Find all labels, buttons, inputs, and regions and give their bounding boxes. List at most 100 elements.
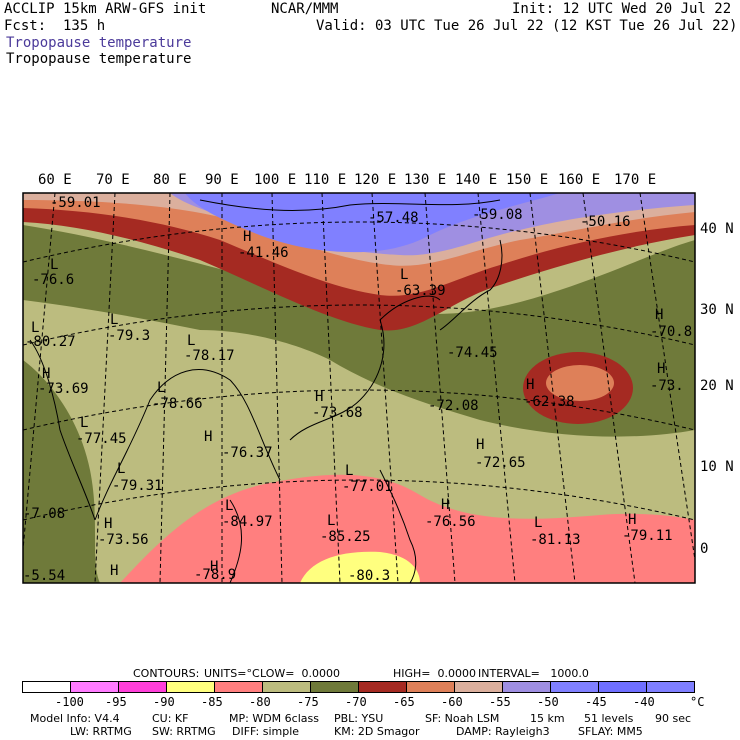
graticule [23,193,695,583]
map-marker: L [80,415,89,431]
map-marker: H [104,516,113,532]
map-value-label: -73. [650,378,684,394]
units-label: UNITS=°C [204,667,260,680]
sflay-info: SFLAY: MM5 [578,725,643,738]
levels-info: 51 levels [584,712,634,725]
map-value-label: -73.69 [38,381,89,397]
map-marker: H [110,563,119,579]
map-marker: H [315,389,324,405]
colorbar-swatch [454,681,503,693]
lw-info: LW: RRTMG [70,725,132,738]
lon-label: 170 E [614,172,657,188]
map-value-label: -72.65 [475,455,526,471]
mp-info: MP: WDM 6class [229,712,319,725]
timestep-info: 90 sec [655,712,692,725]
map-value-label: -5.54 [23,568,66,584]
colorbar-swatch [70,681,119,693]
map-marker: H [476,437,485,453]
map-frame [22,192,696,584]
lon-label: 130 E [404,172,447,188]
map-marker: L [110,312,119,328]
pbl-info: PBL: YSU [334,712,384,725]
colorbar-swatch [598,681,647,693]
map-value-label: -59.01 [50,195,101,211]
colorbar-swatch [118,681,167,693]
contours-label: CONTOURS: [133,667,200,680]
colorbar-swatch [406,681,455,693]
high-label: HIGH= 0.0000 [393,667,477,680]
lat-label: 40 N [700,221,734,237]
map-marker: L [345,463,354,479]
lat-label: 30 N [700,302,734,318]
cu-info: CU: KF [152,712,189,725]
map-marker: L [50,257,59,273]
coastlines [29,199,503,583]
colorbar-swatch [550,681,599,693]
colorbar-label: -55 [489,695,511,709]
map-marker: L [327,513,336,529]
map-marker: H [655,307,664,323]
map-value-label: -57.48 [368,210,419,226]
band-blue-core [185,193,560,253]
lon-label: 70 E [96,172,130,188]
colorbar-label: -85 [201,695,223,709]
colorbar-label: -75 [297,695,319,709]
colorbar-swatch [214,681,263,693]
map-value-label: -85.25 [320,529,371,545]
map-value-label: -76.56 [425,514,476,530]
map-marker: L [117,461,126,477]
map-value-label: -78.9 [194,567,237,583]
lat-label: 20 N [700,378,734,394]
resolution-info: 15 km [530,712,565,725]
map-marker: H [204,429,213,445]
colorbar-label: -45 [585,695,607,709]
map-value-label: -70.8 [650,324,693,340]
field-title-primary: Tropopause temperature [6,35,192,51]
map-value-label: -81.13 [530,532,581,548]
band-olive-west [23,360,100,583]
lon-label: 140 E [455,172,498,188]
colorbar-unit-label: °C [690,695,705,709]
map-value-label: -79.31 [112,478,163,494]
map-value-label: -59.08 [472,207,523,223]
map-marker: L [187,333,196,349]
map-value-label: -80.3 [348,568,391,584]
model-info: Model Info: V4.4 [30,712,120,725]
colorbar-label: -60 [441,695,463,709]
map-marker: H [441,497,450,513]
map-marker: L [225,498,234,514]
map-value-label: -73.68 [312,405,363,421]
map-marker: L [31,320,40,336]
low-label: LOW= 0.0000 [260,667,340,680]
sf-info: SF: Noah LSM [425,712,500,725]
map-value-label: -77.01 [342,479,393,495]
lon-label: 120 E [354,172,397,188]
map-value-label: -63.39 [395,283,446,299]
map-value-label: -78.66 [152,396,203,412]
map-value-label: -80.27 [25,334,76,350]
colorbar-swatch [646,681,695,693]
map-marker: H [628,512,637,528]
map-marker: H [657,361,666,377]
map-marker: L [157,380,166,396]
east-warm-core [546,365,614,401]
map-value-label: -84.97 [222,514,273,530]
diff-info: DIFF: simple [232,725,300,738]
forecast-hour: Fcst: 135 h [4,18,106,34]
lon-label: 100 E [254,172,297,188]
colorbar-swatch [502,681,551,693]
lon-label: 60 E [38,172,72,188]
map-marker: L [534,515,543,531]
map-marker: H [210,559,219,575]
map-value-label: -78.17 [184,348,235,364]
colorbar-swatch [22,681,71,693]
map-value-label: -50.16 [580,214,631,230]
km-info: KM: 2D Smagor [334,725,420,738]
map-value-label: -79.11 [622,528,673,544]
colorbar-swatch [262,681,311,693]
map-marker: H [42,366,51,382]
valid-time: Valid: 03 UTC Tue 26 Jul 22 (12 KST Tue … [316,18,738,34]
field-title-secondary: Tropopause temperature [6,51,192,67]
interval-label: INTERVAL= 1000.0 [478,667,589,680]
lat-label: 10 N [700,459,734,475]
